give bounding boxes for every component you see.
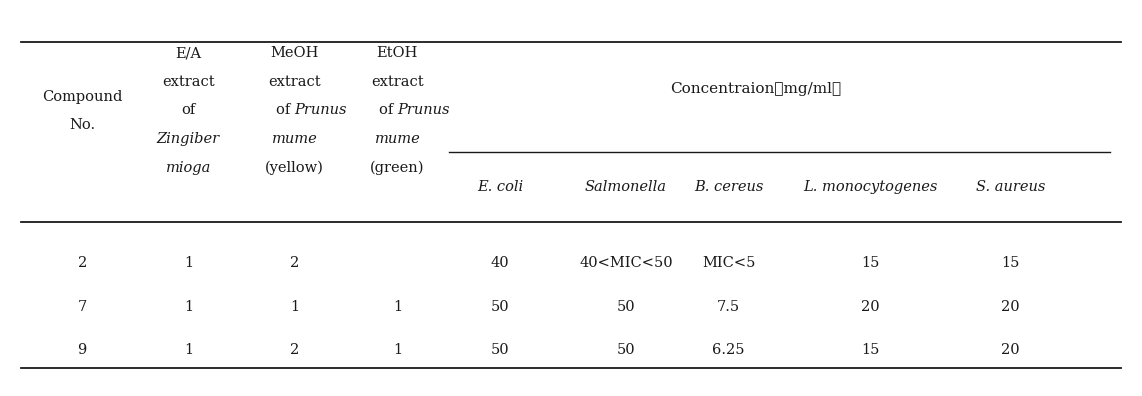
Text: 2: 2 bbox=[290, 256, 299, 270]
Text: 20: 20 bbox=[1002, 343, 1020, 358]
Text: 20: 20 bbox=[861, 300, 879, 314]
Text: E/A: E/A bbox=[176, 46, 201, 61]
Text: of: of bbox=[182, 103, 195, 118]
Text: Prunus: Prunus bbox=[397, 103, 450, 118]
Text: mioga: mioga bbox=[166, 160, 211, 175]
Text: of: of bbox=[378, 103, 397, 118]
Text: MeOH: MeOH bbox=[271, 46, 319, 61]
Text: Zingiber: Zingiber bbox=[156, 132, 220, 146]
Text: Compound: Compound bbox=[42, 90, 122, 104]
Text: extract: extract bbox=[162, 75, 215, 89]
Text: 15: 15 bbox=[861, 256, 879, 270]
Text: MIC<5: MIC<5 bbox=[702, 256, 755, 270]
Text: 6.25: 6.25 bbox=[713, 343, 745, 358]
Text: 9: 9 bbox=[78, 343, 87, 358]
Text: 40<MIC<50: 40<MIC<50 bbox=[579, 256, 673, 270]
Text: 20: 20 bbox=[1002, 300, 1020, 314]
Text: 50: 50 bbox=[491, 343, 509, 358]
Text: extract: extract bbox=[268, 75, 321, 89]
Text: (green): (green) bbox=[370, 160, 425, 175]
Text: 1: 1 bbox=[393, 300, 402, 314]
Text: of: of bbox=[275, 103, 295, 118]
Text: 40: 40 bbox=[491, 256, 509, 270]
Text: 2: 2 bbox=[290, 343, 299, 358]
Text: 1: 1 bbox=[290, 300, 299, 314]
Text: B. cereus: B. cereus bbox=[694, 180, 763, 194]
Text: L. monocytogenes: L. monocytogenes bbox=[803, 180, 938, 194]
Text: 15: 15 bbox=[861, 343, 879, 358]
Text: mume: mume bbox=[375, 132, 420, 146]
Text: 15: 15 bbox=[1002, 256, 1020, 270]
Text: 1: 1 bbox=[184, 343, 193, 358]
Text: mume: mume bbox=[272, 132, 317, 146]
Text: Prunus: Prunus bbox=[295, 103, 347, 118]
Text: 7.5: 7.5 bbox=[717, 300, 740, 314]
Text: Salmonella: Salmonella bbox=[585, 180, 667, 194]
Text: S. aureus: S. aureus bbox=[976, 180, 1045, 194]
Text: extract: extract bbox=[371, 75, 424, 89]
Text: E. coli: E. coli bbox=[477, 180, 523, 194]
Text: 50: 50 bbox=[617, 343, 635, 358]
Text: 50: 50 bbox=[617, 300, 635, 314]
Text: No.: No. bbox=[70, 118, 95, 132]
Text: 1: 1 bbox=[393, 343, 402, 358]
Text: EtOH: EtOH bbox=[377, 46, 418, 61]
Text: (yellow): (yellow) bbox=[265, 160, 324, 175]
Text: 1: 1 bbox=[184, 256, 193, 270]
Text: 50: 50 bbox=[491, 300, 509, 314]
Text: 2: 2 bbox=[78, 256, 87, 270]
Text: 7: 7 bbox=[78, 300, 87, 314]
Text: 1: 1 bbox=[184, 300, 193, 314]
Text: Concentraion（mg/ml）: Concentraion（mg/ml） bbox=[670, 82, 841, 96]
